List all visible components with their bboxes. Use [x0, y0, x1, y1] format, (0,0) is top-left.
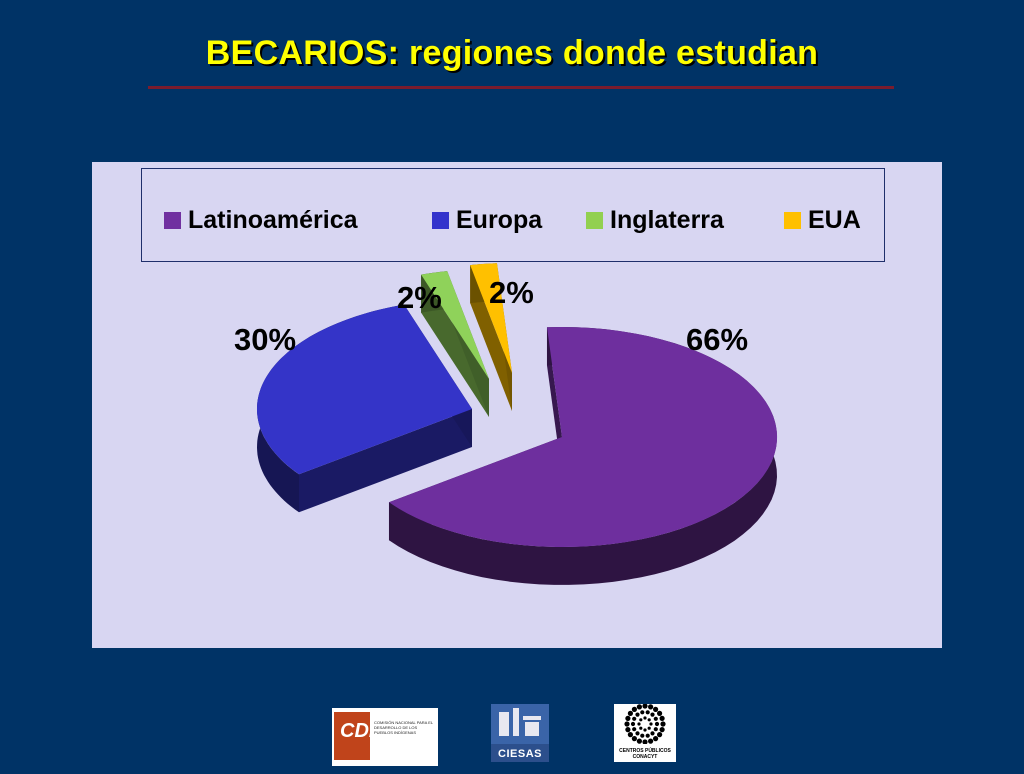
- legend-swatch: [784, 211, 801, 229]
- legend-label: Latinoamérica: [188, 205, 358, 234]
- conacyt-dot: [647, 718, 651, 722]
- pie-slice-inglaterra: [421, 271, 489, 379]
- conacyt-dot: [657, 732, 663, 738]
- pie-chart: 66% 30% 2% 2%: [234, 263, 778, 585]
- conacyt-dot: [631, 736, 637, 742]
- legend-swatch: [586, 211, 603, 229]
- conacyt-dot: [645, 733, 650, 738]
- conacyt-dot: [640, 710, 645, 715]
- conacyt-dot: [653, 736, 659, 742]
- legend-label: Inglaterra: [610, 205, 724, 234]
- conacyt-dot: [636, 738, 642, 744]
- legend-swatch: [432, 211, 449, 229]
- legend-label: Europa: [456, 205, 543, 234]
- legend-item-inglaterra: Inglaterra: [586, 205, 724, 235]
- conacyt-dot: [657, 710, 663, 716]
- conacyt-dot: [627, 732, 633, 738]
- legend-item-latinoamerica: Latinoamérica: [164, 205, 358, 235]
- legend-item-eua: EUA: [784, 205, 861, 235]
- conacyt-dot: [653, 716, 658, 721]
- slide-title: BECARIOS: regiones donde estudian: [205, 34, 819, 72]
- legend-swatch: [164, 211, 181, 229]
- cdi-logo: CDI COMISIÓN NACIONAL PARA EL DESARROLLO…: [332, 708, 438, 766]
- pie-slice-wall: [421, 274, 489, 417]
- title-divider: [148, 86, 894, 89]
- data-label: 2%: [489, 275, 534, 310]
- pie-slice-rim: [389, 327, 777, 585]
- cdi-logo-caption: COMISIÓN NACIONAL PARA EL DESARROLLO DE …: [374, 720, 433, 735]
- pie-slice-latinoamérica: [389, 327, 778, 548]
- conacyt-dot: [631, 706, 637, 712]
- conacyt-dot: [635, 731, 640, 736]
- conacyt-dot: [624, 721, 630, 727]
- cdi-logo-lettering: CDI: [340, 720, 375, 742]
- data-label: 2%: [397, 280, 442, 315]
- conacyt-dot: [654, 721, 660, 727]
- pie-slice-wall: [298, 409, 472, 513]
- conacyt-dot: [643, 728, 647, 732]
- logo-strip: CDI COMISIÓN NACIONAL PARA EL DESARROLLO…: [0, 702, 1024, 766]
- conacyt-dot: [636, 704, 642, 710]
- conacyt-dot: [632, 716, 637, 721]
- conacyt-dot: [648, 704, 654, 710]
- conacyt-dot: [639, 726, 643, 730]
- conacyt-dot: [632, 727, 637, 732]
- conacyt-dot: [660, 721, 666, 727]
- pie-slice-eua: [470, 263, 512, 373]
- conacyt-logo-caption: CENTROS PÚBLICOS CONACYT: [619, 748, 671, 760]
- ciesas-logo: CIESAS: [491, 704, 549, 762]
- conacyt-dot: [653, 706, 659, 712]
- ciesas-logo-lettering: CIESAS: [498, 748, 542, 760]
- legend-label: EUA: [808, 205, 861, 234]
- conacyt-dot: [630, 721, 636, 727]
- conacyt-dot: [640, 733, 645, 738]
- ciesas-emblem-icon: [491, 704, 549, 744]
- conacyt-dot: [643, 716, 647, 720]
- legend-item-europa: Europa: [432, 205, 542, 235]
- conacyt-dot: [625, 727, 631, 733]
- conacyt-dot: [649, 722, 653, 726]
- data-label: 66%: [686, 322, 748, 357]
- conacyt-logo: CENTROS PÚBLICOS CONACYT: [614, 703, 676, 762]
- conacyt-dots-icon: [624, 703, 666, 745]
- pie-slice-europa: [256, 304, 472, 475]
- conacyt-dot: [650, 712, 655, 717]
- conacyt-dot: [653, 727, 658, 732]
- conacyt-dot: [627, 710, 633, 716]
- cdi-logo-mark: [334, 712, 370, 760]
- conacyt-dot: [648, 738, 654, 744]
- chart-area: Latinoamérica Europa Inglaterra EUA 66% 3…: [92, 162, 942, 648]
- conacyt-dot: [637, 722, 641, 726]
- conacyt-dot: [659, 727, 665, 733]
- conacyt-dot: [645, 710, 650, 715]
- data-label: 30%: [234, 322, 296, 357]
- conacyt-dot: [647, 726, 651, 730]
- conacyt-dot: [639, 718, 643, 722]
- conacyt-dot: [650, 731, 655, 736]
- conacyt-dot: [642, 739, 648, 745]
- conacyt-dot: [659, 715, 665, 721]
- chart-legend: Latinoamérica Europa Inglaterra EUA: [141, 168, 885, 262]
- conacyt-dot: [642, 703, 648, 709]
- conacyt-dot: [635, 712, 640, 717]
- conacyt-dot: [625, 715, 631, 721]
